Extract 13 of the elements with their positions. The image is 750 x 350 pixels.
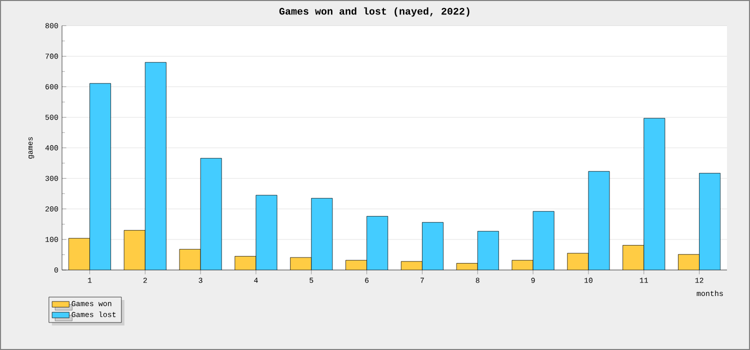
bar: [478, 231, 499, 270]
bar: [90, 83, 111, 270]
bar: [256, 195, 278, 270]
bar: [200, 158, 222, 270]
bar: [366, 216, 388, 270]
bar: [699, 172, 721, 270]
bar: [311, 198, 332, 270]
bar: [145, 62, 166, 270]
bar: [422, 222, 444, 270]
bar: [533, 211, 554, 270]
chart-title: Games won and lost (nayed, 2022): [279, 7, 470, 17]
bar: [644, 118, 665, 270]
bar: [588, 171, 610, 270]
